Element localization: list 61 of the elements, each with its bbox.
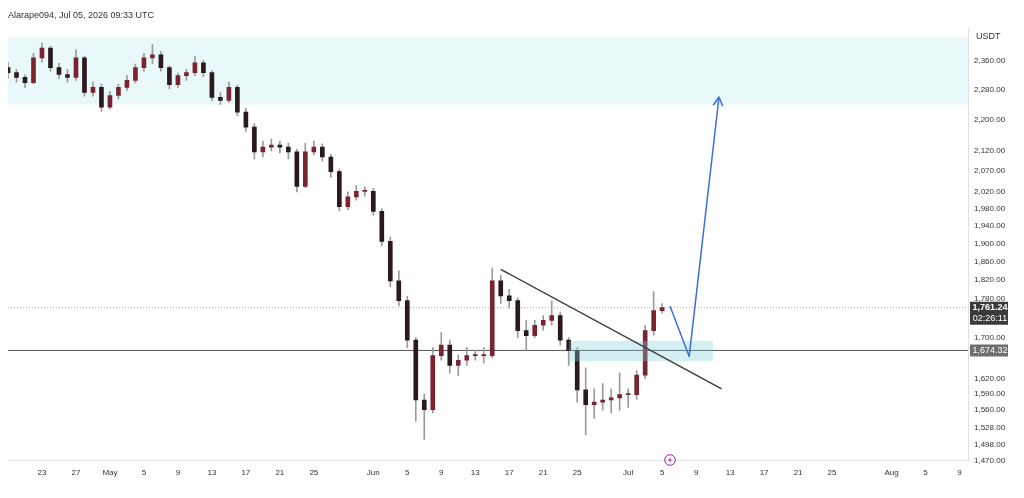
candlestick bbox=[421, 393, 427, 440]
candlestick bbox=[591, 388, 597, 419]
y-tick-label: 1,780.00 bbox=[974, 293, 1006, 303]
x-tick-label: 25 bbox=[827, 468, 838, 478]
candlestick bbox=[583, 367, 589, 436]
x-tick-label: 21 bbox=[538, 468, 549, 478]
y-tick-label: 1,820.00 bbox=[974, 275, 1006, 285]
y-axis-title: USDT bbox=[976, 31, 1001, 42]
y-tick-label: 1,900.00 bbox=[974, 238, 1006, 248]
y-tick-label: 1,498.00 bbox=[974, 439, 1006, 449]
y-tick-label: 1,528.00 bbox=[974, 422, 1006, 432]
x-tick-label: 27 bbox=[71, 468, 81, 478]
y-tick-label: 2,070.00 bbox=[974, 166, 1006, 176]
x-tick-label: 9 bbox=[439, 468, 445, 478]
x-tick-label: Jul bbox=[623, 468, 634, 478]
x-tick-label: 5 bbox=[405, 468, 411, 478]
x-tick-label: 21 bbox=[275, 468, 285, 478]
y-tick-label: 1,980.00 bbox=[974, 203, 1006, 213]
x-tick-label: 17 bbox=[759, 468, 770, 478]
candlestick bbox=[523, 320, 529, 351]
candlestick bbox=[608, 388, 614, 414]
y-tick-label: 2,200.00 bbox=[974, 114, 1006, 124]
y-tick-label: 1,860.00 bbox=[974, 256, 1006, 266]
x-tick-label: Aug bbox=[884, 468, 899, 478]
x-tick-label: 9 bbox=[693, 468, 699, 478]
x-tick-label: 25 bbox=[309, 468, 319, 478]
x-tick-label: 5 bbox=[141, 468, 147, 478]
x-tick-label: 5 bbox=[923, 468, 929, 478]
y-tick-label: 2,120.00 bbox=[974, 146, 1006, 156]
candlestick bbox=[617, 372, 623, 411]
candlestick bbox=[625, 388, 631, 408]
ref-line-label: 1,761.24 bbox=[972, 302, 1008, 313]
x-tick-label: 23 bbox=[37, 468, 47, 478]
x-tick-label: 5 bbox=[659, 468, 665, 478]
chart-title: Alarape094, Jul 05, 2026 09:33 UTC bbox=[8, 9, 155, 20]
candlestick bbox=[472, 349, 478, 361]
x-tick-label: 17 bbox=[241, 468, 251, 478]
x-tick-label: 13 bbox=[470, 468, 481, 478]
y-tick-label: 1,470.00 bbox=[974, 455, 1006, 465]
text: 02:26:11 bbox=[972, 313, 1008, 324]
candlestick bbox=[549, 300, 555, 326]
x-tick-label: 13 bbox=[207, 468, 217, 478]
x-tick-label: May bbox=[102, 468, 118, 478]
y-tick-label: 1,620.00 bbox=[974, 373, 1006, 383]
x-tick-label: 9 bbox=[175, 468, 181, 478]
x-tick-label: 13 bbox=[725, 468, 736, 478]
y-tick-label: 1,560.00 bbox=[974, 405, 1006, 415]
y-tick-label: 2,360.00 bbox=[974, 55, 1006, 65]
y-tick-label: 2,280.00 bbox=[974, 84, 1006, 94]
y-tick-label: 1,700.00 bbox=[974, 332, 1006, 342]
candlestick bbox=[506, 288, 512, 309]
x-tick-label: 17 bbox=[504, 468, 515, 478]
x-tick-label: Jun bbox=[366, 468, 380, 478]
candlestick bbox=[481, 347, 487, 364]
y-tick-label: 1,940.00 bbox=[974, 221, 1006, 231]
x-tick-label: 9 bbox=[957, 468, 963, 478]
y-tick-label: 1,590.00 bbox=[974, 389, 1006, 399]
x-tick-label: 21 bbox=[793, 468, 804, 478]
y-tick-label: 2,020.00 bbox=[974, 187, 1006, 197]
ref-line-label: 1,674.32 bbox=[972, 344, 1008, 355]
x-tick-label: 25 bbox=[572, 468, 583, 478]
